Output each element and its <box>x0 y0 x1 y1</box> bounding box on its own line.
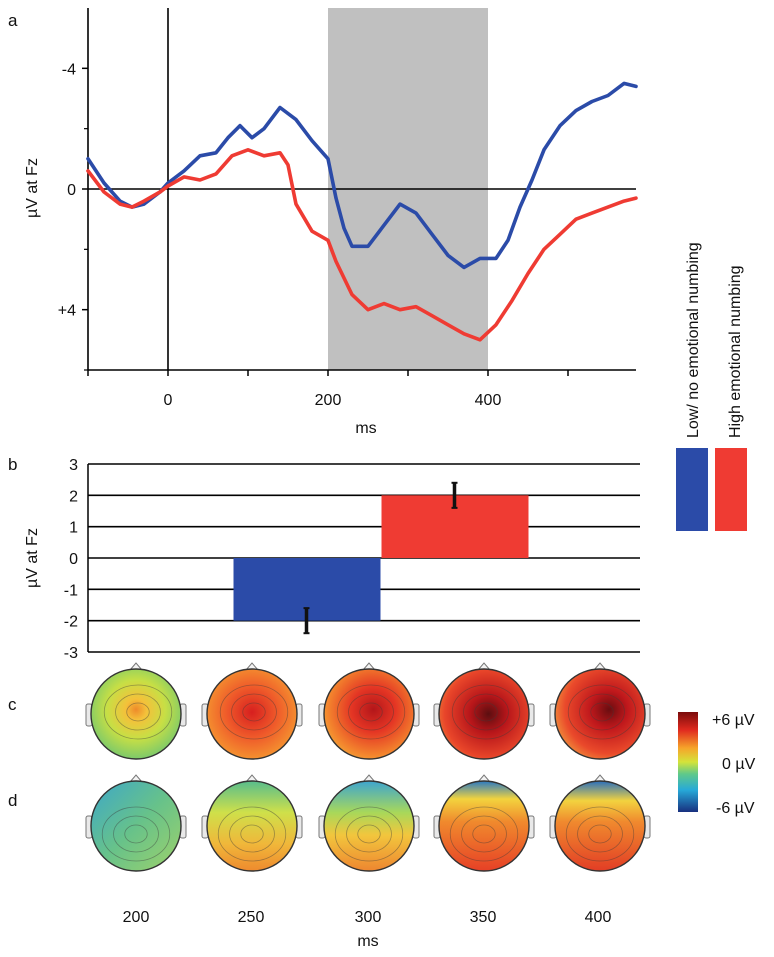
topo-time-label: 350 <box>470 909 497 926</box>
topomap-low-numbing <box>318 774 420 872</box>
topomap-low-numbing <box>549 774 651 872</box>
mean-amplitude-bar-chart: 3 2 1 0 -1 -2 -3 µV at Fz <box>24 457 640 662</box>
topomap-high-numbing <box>85 662 187 760</box>
colorbar-mid-label: 0 µV <box>722 756 756 773</box>
topomap-high-numbing <box>433 662 535 760</box>
topo-x-axis-label: ms <box>357 933 378 950</box>
bar-y-tick-label: 0 <box>69 551 78 568</box>
panel-label-a: a <box>8 11 18 30</box>
bar-y-tick-label: 2 <box>69 488 78 505</box>
legend-swatch-high <box>715 448 747 531</box>
topomap-high-numbing <box>201 662 303 760</box>
erp-series-high-numbing <box>86 148 638 342</box>
topomap-low-numbing <box>433 774 535 872</box>
erp-x-tick-label: 200 <box>315 392 342 409</box>
topo-time-label: 400 <box>585 909 612 926</box>
topo-time-label: 250 <box>238 909 265 926</box>
erp-x-tick-label: 400 <box>475 392 502 409</box>
erp-x-axis-label: ms <box>355 420 376 437</box>
panel-label-c: c <box>8 695 17 714</box>
topographic-maps <box>85 662 651 872</box>
colorbar-gradient <box>678 712 698 812</box>
topomap-low-numbing <box>85 774 187 872</box>
legend: Low/ no emotional numbing High emotional… <box>676 242 747 531</box>
erp-waveform-chart: -4 0 +4 0 200 400 µV at Fz ms <box>24 8 638 437</box>
erp-x-tick-label: 0 <box>164 392 173 409</box>
topomap-high-numbing <box>549 662 651 760</box>
panel-label-d: d <box>8 791 17 810</box>
legend-label-low: Low/ no emotional numbing <box>685 242 702 438</box>
colorbar-min-label: -6 µV <box>716 800 755 817</box>
bar-y-tick-label: -1 <box>64 582 78 599</box>
erp-series-low-numbing <box>86 81 638 270</box>
erp-y-tick-label: +4 <box>58 303 76 320</box>
bar-y-tick-label: -3 <box>64 645 78 662</box>
bar-y-tick-label: 1 <box>69 520 78 537</box>
bar-y-tick-label: 3 <box>69 457 78 474</box>
bar-y-axis-label: µV at Fz <box>24 528 41 588</box>
erp-y-tick-label: 0 <box>67 182 76 199</box>
colorbar: +6 µV 0 µV -6 µV <box>678 712 756 817</box>
topo-time-label: 200 <box>123 909 150 926</box>
bar-y-tick-label: -2 <box>64 614 78 631</box>
topo-time-label: 300 <box>355 909 382 926</box>
legend-swatch-low <box>676 448 708 531</box>
erp-y-axis-label: µV at Fz <box>24 158 41 218</box>
colorbar-max-label: +6 µV <box>712 712 755 729</box>
topomap-low-numbing <box>201 774 303 872</box>
topomap-high-numbing <box>318 662 420 760</box>
panel-label-b: b <box>8 455 17 474</box>
erp-y-tick-label: -4 <box>62 61 76 78</box>
legend-label-high: High emotional numbing <box>727 265 744 438</box>
topo-time-labels: 200 250 300 350 400 ms <box>123 909 612 950</box>
